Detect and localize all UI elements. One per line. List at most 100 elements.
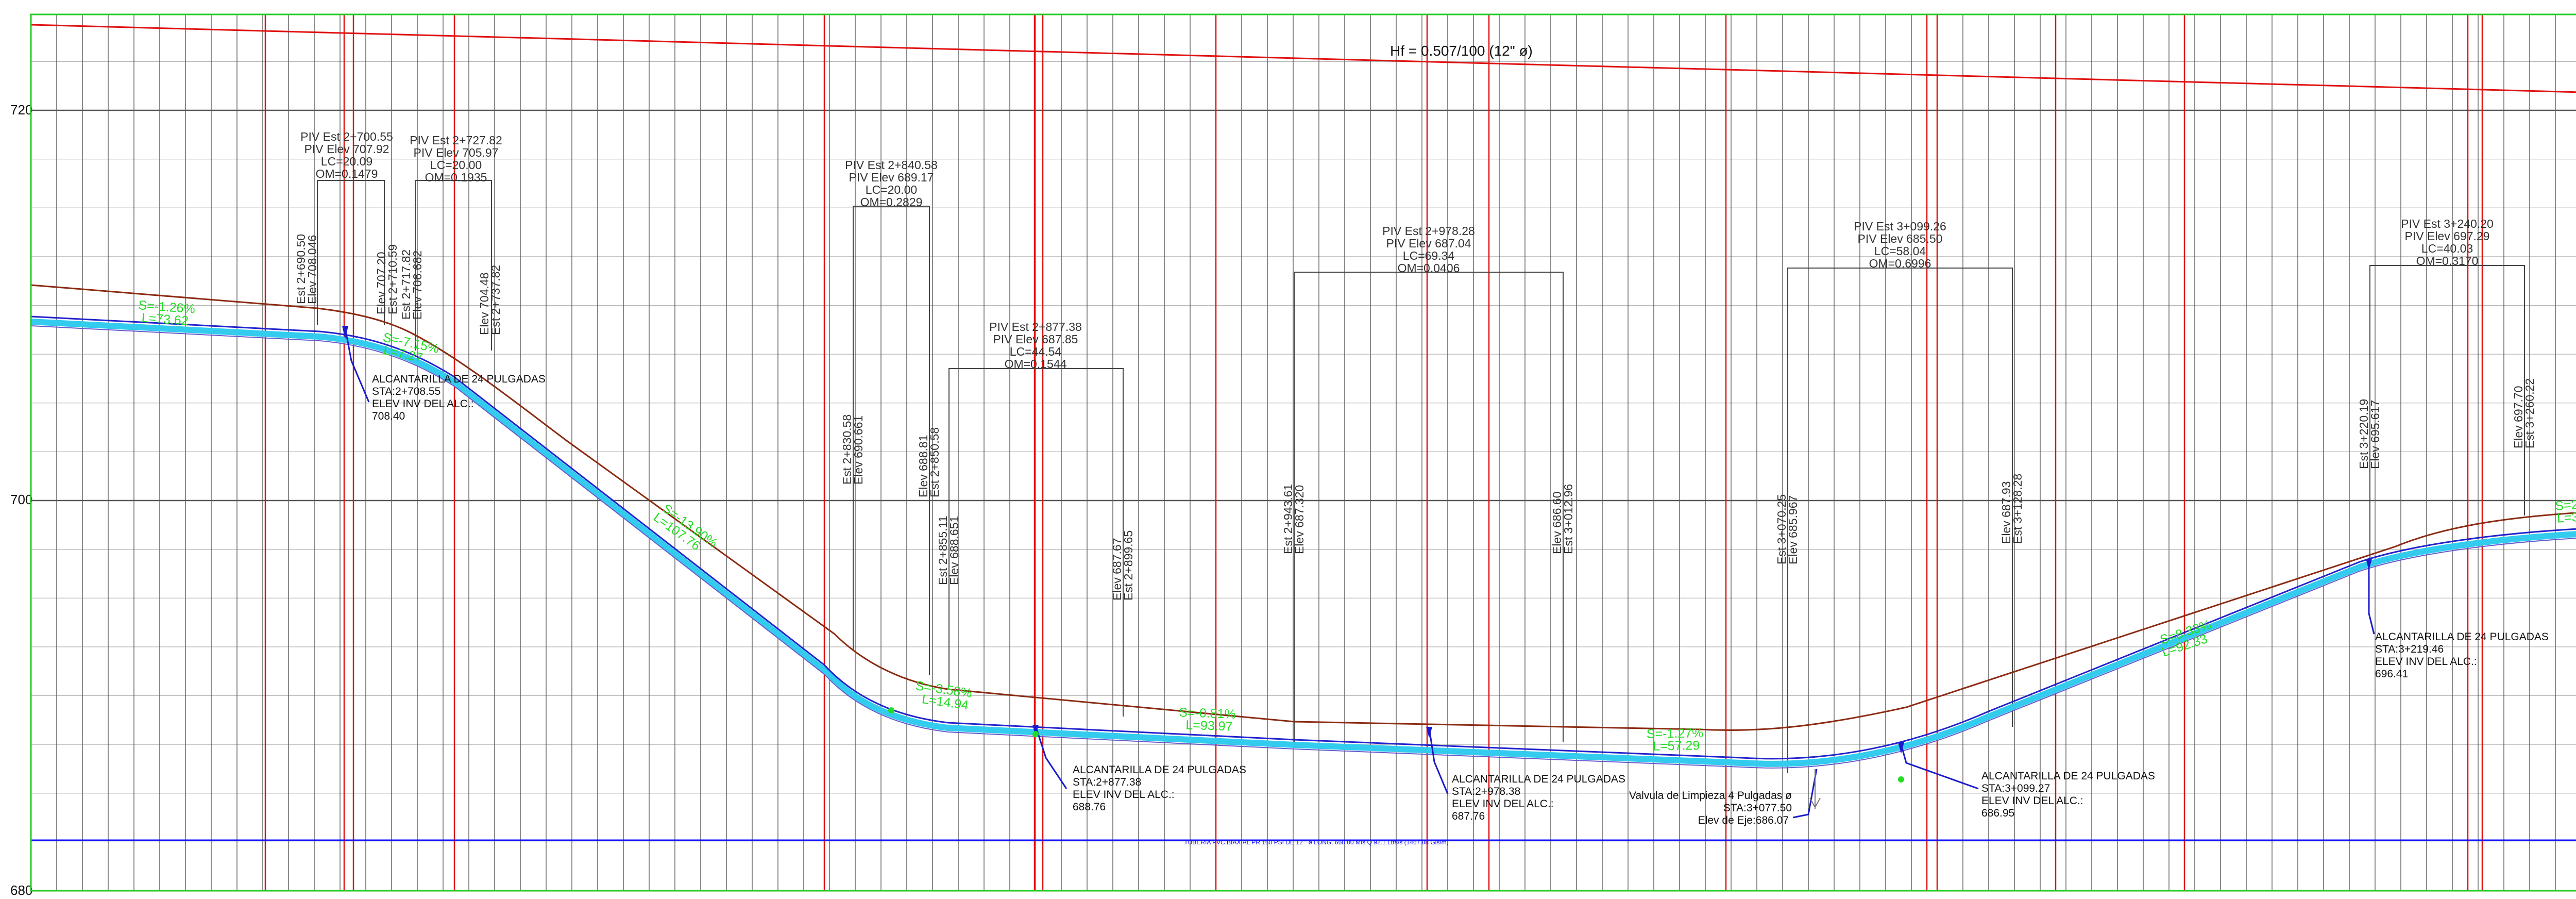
piv-line-curve-length: LC=20.09 bbox=[321, 155, 372, 168]
station-label-3-128-28: Elev 687.93 Est 3+128.28 bbox=[1999, 474, 2024, 544]
piv-line-curve-length: LC=69.34 bbox=[1403, 249, 1455, 262]
slope-length: L=34.99 bbox=[2556, 508, 2576, 526]
pipe-wall-bottom bbox=[30, 325, 2576, 769]
valve-leader-line bbox=[1792, 769, 1818, 819]
culvert-leader-line bbox=[2368, 562, 2375, 635]
piv-line-curve-length: LC=40.03 bbox=[2421, 242, 2473, 255]
station-label-line-2: Elev 706.682 bbox=[411, 251, 424, 320]
piv-line-middle-ordinate: OM=0.1935 bbox=[425, 171, 487, 184]
piv-line-middle-ordinate: OM=0.3170 bbox=[2416, 254, 2479, 268]
piv-box-frame bbox=[317, 180, 385, 325]
station-label-line-2: Elev 687.320 bbox=[1293, 485, 1306, 554]
station-label-line-2: Est 2+737.82 bbox=[489, 265, 502, 335]
slope-label-4: S=-3.58% L=14.94 bbox=[914, 678, 973, 712]
drawing-frame bbox=[30, 13, 2576, 892]
piv-line-station: PIV Est 2+840.58 bbox=[845, 158, 938, 172]
piv-line-curve-length: LC=58.04 bbox=[1874, 244, 1926, 258]
culvert-marker bbox=[1032, 725, 1039, 736]
culvert-leader-line bbox=[344, 327, 370, 403]
elev-label-720: 720 bbox=[10, 102, 32, 118]
valve-line-title: Valvula de Limpieza 4 Pulgadas ø bbox=[1629, 790, 1792, 802]
culvert-line-invert-label: ELEV INV DEL ALC.: bbox=[2375, 656, 2477, 668]
culvert-line-title: ALCANTARILLA DE 24 PULGADAS bbox=[372, 373, 546, 385]
culvert-line-invert-label: ELEV INV DEL ALC.: bbox=[1452, 798, 1554, 810]
station-label-2-737-82: Elev 704.48 Est 2+737.82 bbox=[478, 265, 502, 335]
slope-label-5: S=-0.81% L=93.97 bbox=[1179, 705, 1236, 734]
culvert-line-invert-value: 708.40 bbox=[372, 410, 405, 422]
piv-line-middle-ordinate: OM=0.2829 bbox=[860, 195, 923, 209]
valve-line-station: STA:3+077.50 bbox=[1723, 802, 1792, 814]
piv-line-station: PIV Est 2+700.55 bbox=[300, 130, 393, 143]
piv-line-middle-ordinate: OM=0.0406 bbox=[1398, 261, 1460, 275]
piv-box-5: PIV Est 2+978.28 PIV Elev 687.04 LC=69.3… bbox=[1294, 224, 1564, 742]
slope-value: S=2.97% bbox=[2554, 495, 2576, 513]
station-label-line-2: Est 2+899.65 bbox=[1122, 530, 1135, 601]
culvert-line-station: STA:2+877.38 bbox=[1073, 776, 1141, 788]
station-label-3-220-19: Est 3+220.19 Elev 695.617 bbox=[2357, 399, 2382, 469]
piv-box-frame bbox=[415, 180, 492, 351]
piv-box-frame bbox=[948, 368, 1124, 717]
pipe-body bbox=[30, 319, 2576, 767]
culvert-line-invert-value: 696.41 bbox=[2375, 668, 2408, 680]
elev-label-700: 700 bbox=[10, 492, 32, 507]
station-label-line-2: Elev 685.967 bbox=[1786, 495, 1800, 564]
station-label-line-2: Est 2+850.58 bbox=[928, 427, 941, 497]
station-label-line-1: Est 3+070.25 bbox=[1775, 494, 1788, 564]
station-label-3-260-22: Elev 697.70 Est 3+260.22 bbox=[2512, 378, 2536, 448]
station-label-line-1: Elev 697.70 bbox=[2512, 386, 2525, 448]
valve-arrow bbox=[1809, 797, 1821, 809]
slope-length: L=93.97 bbox=[1185, 718, 1233, 734]
station-label-line-2: Elev 688.651 bbox=[947, 516, 961, 585]
culvert-leader-line bbox=[1428, 727, 1449, 794]
culvert-line-title: ALCANTARILLA DE 24 PULGADAS bbox=[1073, 764, 1246, 776]
station-label-2-710-59: Elev 707.20 Est 2+710.59 bbox=[375, 244, 399, 314]
piv-line-middle-ordinate: OM=0.6996 bbox=[1869, 257, 1931, 270]
culvert-leader-line bbox=[1900, 744, 1979, 790]
piv-line-middle-ordinate: OM=0.1544 bbox=[1005, 357, 1067, 371]
piv-box-1: PIV Est 2+700.55 PIV Elev 707.92 LC=20.0… bbox=[300, 130, 393, 325]
station-label-line-1: Est 2+855.11 bbox=[936, 516, 950, 586]
culvert-marker bbox=[1898, 742, 1904, 754]
station-label-line-2: Est 3+012.96 bbox=[1562, 484, 1575, 554]
piv-box-7: PIV Est 3+240.20 PIV Elev 697.29 LC=40.0… bbox=[2369, 217, 2525, 562]
station-label-line-2: Est 3+128.28 bbox=[2011, 474, 2024, 544]
station-label-line-2: Elev 690.661 bbox=[852, 415, 865, 485]
station-label-2-899-65: Elev 687.67 Est 2+899.65 bbox=[1110, 530, 1135, 601]
piv-line-elevation: PIV Elev 685.50 bbox=[1858, 232, 1943, 245]
culvert-annotation-2: ALCANTARILLA DE 24 PULGADAS STA:2+877.38… bbox=[1032, 725, 1246, 813]
piv-line-middle-ordinate: OM=0.1479 bbox=[316, 167, 378, 180]
piv-line-station: PIV Est 2+978.28 bbox=[1382, 224, 1475, 238]
piv-box-frame bbox=[853, 206, 930, 675]
station-label-line-1: Elev 687.67 bbox=[1110, 538, 1124, 601]
station-label-line-1: Est 2+690.50 bbox=[294, 234, 308, 304]
station-label-line-1: Est 3+220.19 bbox=[2357, 399, 2370, 469]
culvert-annotation-1: ALCANTARILLA DE 24 PULGADAS STA:2+708.55… bbox=[342, 326, 546, 422]
station-label-line-1: Est 2+943.61 bbox=[1281, 484, 1295, 554]
culvert-annotation-5: ALCANTARILLA DE 24 PULGADAS STA:3+219.46… bbox=[2366, 559, 2549, 680]
culvert-line-title: ALCANTARILLA DE 24 PULGADAS bbox=[1981, 770, 2155, 782]
piv-line-curve-length: LC=44.54 bbox=[1010, 345, 1062, 358]
station-label-3-012-96: Elev 686.60 Est 3+012.96 bbox=[1550, 484, 1575, 554]
culvert-line-title: ALCANTARILLA DE 24 PULGADAS bbox=[2375, 631, 2549, 643]
culvert-annotation-4: ALCANTARILLA DE 24 PULGADAS STA:3+099.27… bbox=[1898, 742, 2155, 819]
station-label-2-690-50: Est 2+690.50 Elev 708.046 bbox=[294, 234, 319, 304]
ground-profile-line bbox=[30, 284, 2576, 731]
slope-value: S=-1.27% bbox=[1647, 726, 1704, 741]
station-label-line-1: Est 2+830.58 bbox=[840, 414, 854, 485]
culvert-line-invert-value: 688.76 bbox=[1073, 801, 1106, 813]
piv-box-frame bbox=[1787, 268, 2013, 773]
pipe-spec-label: TUBERIA PVC BIAXIAL PR 160 PSI DE 12 " ø… bbox=[1184, 839, 1448, 846]
piv-line-station: PIV Est 3+099.26 bbox=[1854, 220, 1946, 233]
station-label-line-1: Elev 688.81 bbox=[917, 435, 930, 497]
culvert-line-invert-value: 687.76 bbox=[1452, 810, 1485, 822]
piv-box-frame bbox=[2369, 265, 2525, 562]
piv-line-elevation: PIV Elev 707.92 bbox=[304, 142, 389, 156]
piv-line-curve-length: LC=20.00 bbox=[430, 158, 482, 172]
pipe-node-marker bbox=[1032, 731, 1039, 737]
piv-line-elevation: PIV Elev 697.29 bbox=[2405, 229, 2490, 243]
valve-annotation: Valvula de Limpieza 4 Pulgadas ø STA:3+0… bbox=[1629, 769, 1821, 826]
hf-label: Hf = 0.507/100 (12" ø) bbox=[1390, 43, 1533, 59]
station-label-line-2: Est 2+710.59 bbox=[386, 244, 399, 314]
piv-box-4: PIV Est 2+877.38 PIV Elev 687.85 LC=44.5… bbox=[948, 320, 1124, 717]
station-label-3-070-25: Est 3+070.25 Elev 685.967 bbox=[1775, 494, 1800, 564]
